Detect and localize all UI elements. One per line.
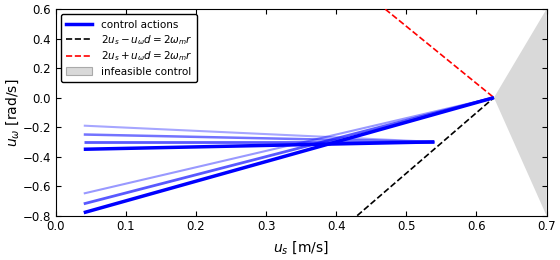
- Legend: control actions, $2u_s - u_\omega d = 2\omega_m r$, $2u_s + u_\omega d = 2\omega: control actions, $2u_s - u_\omega d = 2\…: [61, 14, 198, 82]
- X-axis label: $u_s$ [m/s]: $u_s$ [m/s]: [273, 239, 329, 256]
- Polygon shape: [494, 9, 547, 216]
- Y-axis label: $u_\omega$ [rad/s]: $u_\omega$ [rad/s]: [4, 78, 21, 147]
